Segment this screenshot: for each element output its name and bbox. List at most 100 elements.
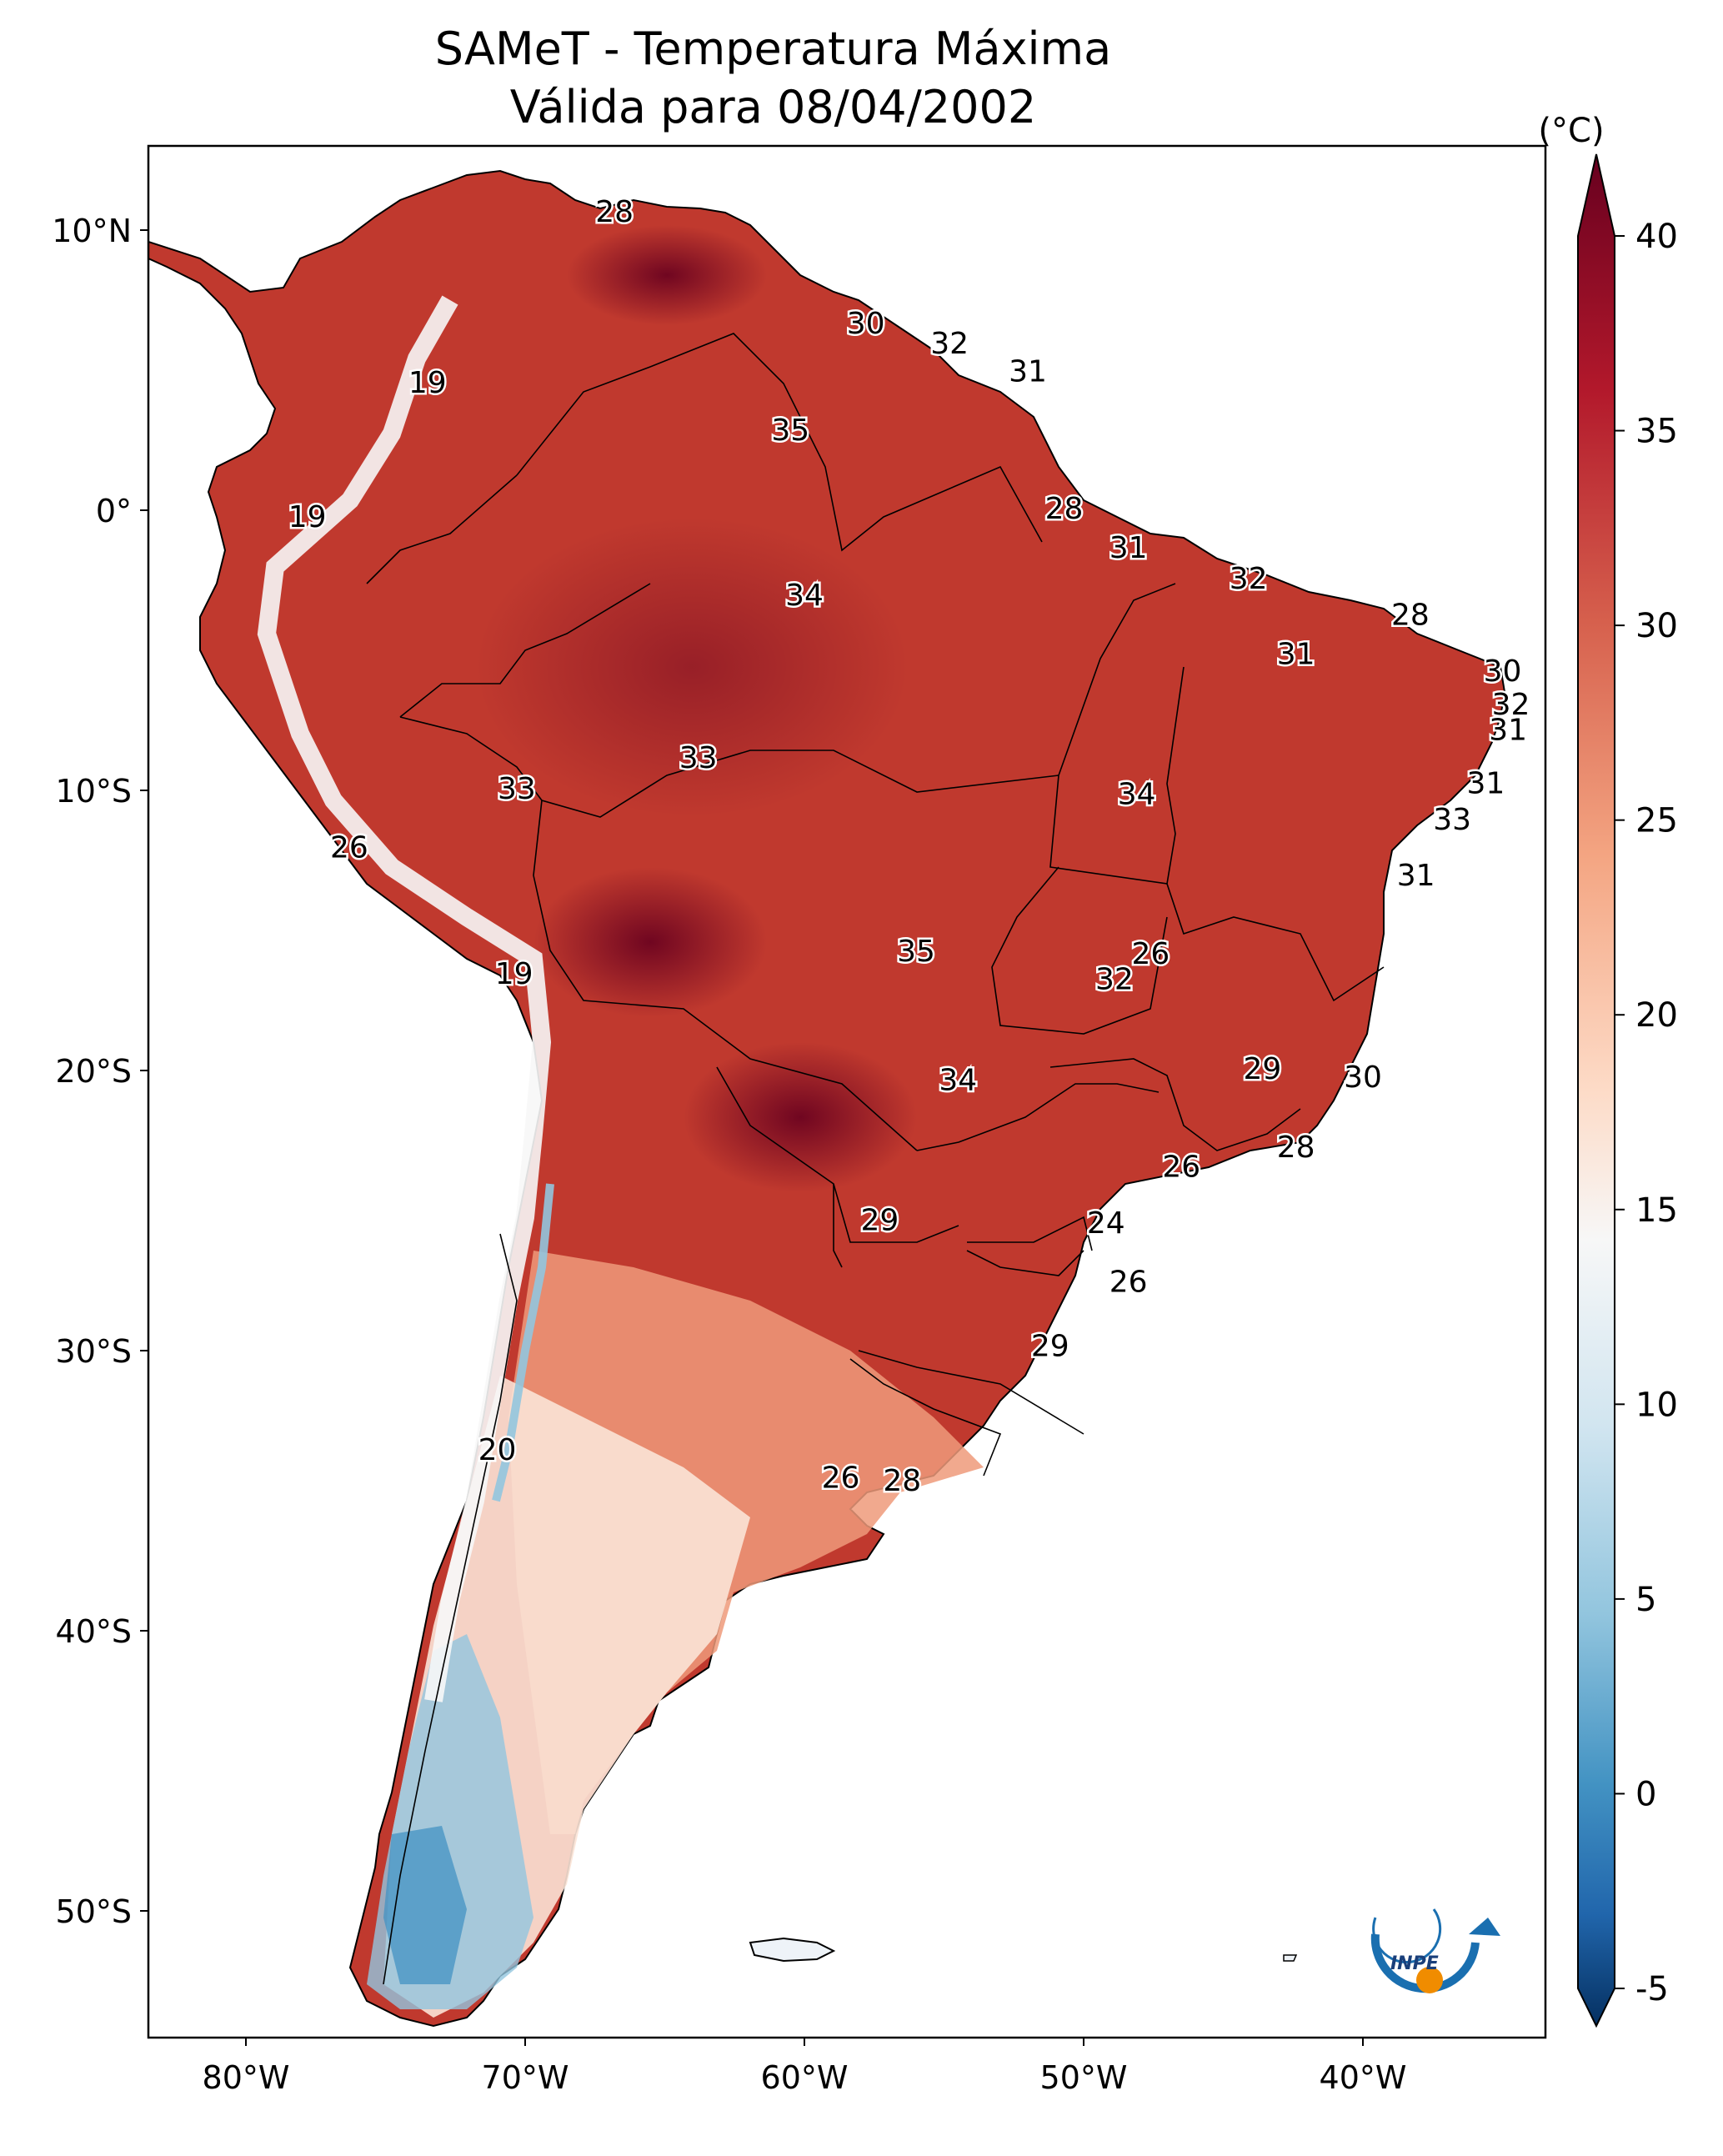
border-line bbox=[1058, 583, 1176, 776]
temperature-point-label: 32 bbox=[1230, 562, 1268, 596]
border-line bbox=[1049, 666, 1185, 885]
border-line bbox=[533, 800, 918, 1151]
colorbar-tick-label: 30 bbox=[1635, 607, 1678, 645]
temperature-point-label: 31 bbox=[1109, 531, 1148, 565]
border-line bbox=[849, 1358, 1002, 1477]
temperature-point-label: 31 bbox=[1489, 713, 1527, 747]
temperature-point-label: 28 bbox=[595, 195, 634, 229]
border-line bbox=[399, 716, 1059, 818]
temperature-point-label: 26 bbox=[1162, 1151, 1200, 1185]
lon-tick-label: 80°W bbox=[203, 2059, 290, 2096]
temperature-point-label: 31 bbox=[1277, 638, 1315, 672]
temperature-point-label: 29 bbox=[1243, 1052, 1281, 1086]
map-title: SAMeT - Temperatura Máxima bbox=[434, 23, 1112, 75]
lat-axis: 10°N 0° 10°S 20°S 30°S 40°S 50°S bbox=[52, 213, 148, 1930]
cold-zone bbox=[383, 1826, 467, 1984]
lon-tick-label: 40°W bbox=[1320, 2059, 1407, 2096]
temperature-point-label: 32 bbox=[1492, 688, 1530, 722]
border-line bbox=[967, 1216, 1093, 1251]
border-line bbox=[383, 1233, 518, 1985]
colorbar-body bbox=[1577, 153, 1615, 2028]
logo-orbit-icon bbox=[1372, 1908, 1442, 1964]
border-line bbox=[916, 1083, 1160, 1151]
temperature-point-label: 19 bbox=[288, 500, 327, 534]
temperature-point-label: 26 bbox=[1131, 937, 1170, 971]
temperature-point-label: 34 bbox=[785, 579, 824, 613]
temperature-point-label: 26 bbox=[822, 1462, 860, 1496]
colorbar-tick-label: 15 bbox=[1635, 1191, 1678, 1230]
temperature-point-label: 28 bbox=[1045, 492, 1084, 526]
hot-zone bbox=[567, 225, 767, 325]
colorbar-unit: (°C) bbox=[1538, 112, 1604, 150]
lon-tick-label: 70°W bbox=[482, 2059, 569, 2096]
temperature-point-label: 29 bbox=[861, 1203, 899, 1237]
colorbar-ticks: 40 35 30 25 20 15 10 5 0 -5 bbox=[1615, 218, 1678, 2008]
border-line bbox=[366, 474, 518, 584]
logo-text: INPE bbox=[1390, 1953, 1439, 1974]
colorbar: (°C) 40 35 30 25 20 15 10 5 0 -5 bbox=[1538, 112, 1678, 2028]
andes-ridge bbox=[492, 1183, 554, 1502]
map-subtitle: Válida para 08/04/2002 bbox=[509, 81, 1037, 133]
temperature-point-label: 35 bbox=[771, 414, 809, 448]
hot-zone bbox=[684, 1042, 917, 1192]
lat-tick-label: 10°S bbox=[56, 773, 132, 810]
temperature-point-label: 29 bbox=[1031, 1330, 1069, 1364]
temperature-point-label: 28 bbox=[883, 1464, 921, 1498]
border-line bbox=[716, 1066, 959, 1243]
andes-ridge bbox=[257, 295, 552, 1702]
islands bbox=[749, 1937, 1298, 1963]
temperature-point-label: 28 bbox=[1391, 599, 1430, 633]
hot-zone bbox=[475, 517, 909, 817]
temperature-point-label: 33 bbox=[1433, 803, 1471, 837]
temperature-point-label: 20 bbox=[478, 1433, 517, 1467]
lon-tick-label: 60°W bbox=[761, 2059, 849, 2096]
lat-tick-label: 20°S bbox=[56, 1053, 132, 1090]
island bbox=[1283, 1954, 1298, 1962]
lat-tick-label: 40°S bbox=[56, 1613, 132, 1650]
colorbar-tick-label: -5 bbox=[1635, 1970, 1669, 2008]
colorbar-tick-label: 5 bbox=[1635, 1581, 1656, 1619]
hot-zone bbox=[533, 867, 767, 1017]
lat-tick-label: 30°S bbox=[56, 1333, 132, 1370]
border-line bbox=[399, 583, 651, 718]
map-border bbox=[147, 144, 1547, 2039]
logo-sun-icon bbox=[1416, 1967, 1443, 1993]
border-line bbox=[516, 333, 1043, 552]
border-line bbox=[991, 866, 1168, 1035]
temperature-point-label: 30 bbox=[1484, 654, 1522, 689]
temperature-point-label: 32 bbox=[1095, 962, 1134, 996]
temperature-point-label: 19 bbox=[408, 366, 447, 400]
colorbar-tick-label: 25 bbox=[1635, 802, 1678, 840]
lat-tick-label: 10°N bbox=[52, 213, 132, 249]
border-line bbox=[833, 1184, 843, 1268]
temperature-point-label: 24 bbox=[1087, 1206, 1125, 1241]
temperature-point-label: 31 bbox=[1397, 859, 1435, 893]
temperature-point-label: 30 bbox=[847, 307, 885, 341]
temperature-point-label: 28 bbox=[1277, 1131, 1315, 1165]
temperature-point-label: 19 bbox=[495, 957, 533, 991]
temperature-point-label: 26 bbox=[1109, 1265, 1148, 1299]
lon-tick-label: 50°W bbox=[1040, 2059, 1128, 2096]
lon-axis: 80°W 70°W 60°W 50°W 40°W bbox=[203, 2038, 1407, 2096]
temperature-point-label: 34 bbox=[1118, 778, 1156, 812]
lat-tick-label: 50°S bbox=[56, 1893, 132, 1930]
inpe-logo: INPE bbox=[1370, 1908, 1500, 1993]
falkland-islands bbox=[749, 1937, 836, 1963]
logo-arrow-icon bbox=[1469, 1918, 1500, 1936]
border-line bbox=[966, 1250, 1084, 1276]
border-line bbox=[1049, 1058, 1301, 1151]
temperature-point-label: 32 bbox=[930, 327, 969, 361]
colorbar-tick-label: 40 bbox=[1635, 218, 1678, 256]
colorbar-tick-label: 20 bbox=[1635, 996, 1678, 1035]
temperature-point-label: 35 bbox=[897, 935, 935, 969]
colorbar-tick-label: 35 bbox=[1635, 413, 1678, 451]
colorbar-tick-label: 0 bbox=[1635, 1775, 1656, 1813]
border-line bbox=[858, 1350, 1084, 1435]
country-borders bbox=[366, 333, 1385, 1985]
temperature-point-label: 33 bbox=[498, 772, 536, 806]
temperature-point-label: 31 bbox=[1009, 354, 1047, 389]
temperature-point-label: 26 bbox=[330, 831, 368, 865]
temperature-point-label: 31 bbox=[1466, 766, 1505, 800]
